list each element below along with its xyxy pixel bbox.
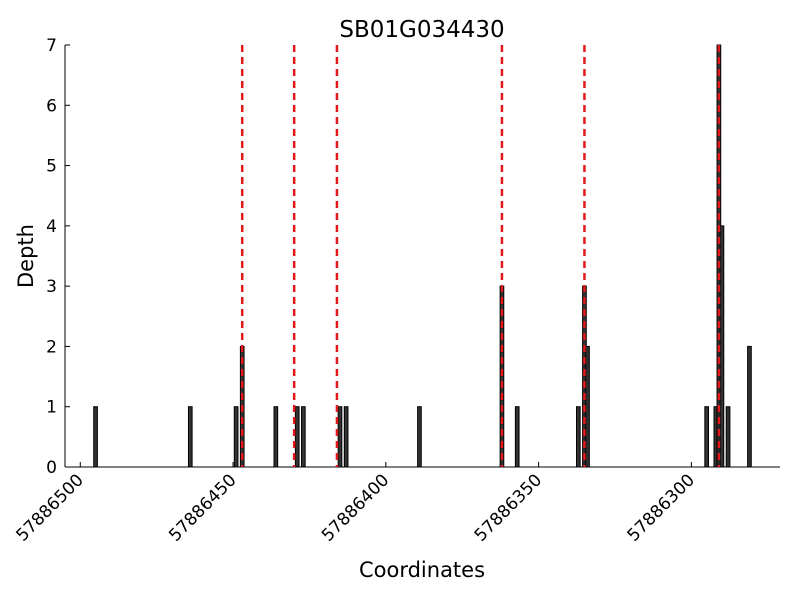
bar <box>301 406 306 468</box>
y-tick-label: 1 <box>46 398 57 418</box>
x-tick-label: 57886450 <box>165 470 240 545</box>
bar <box>417 406 422 468</box>
y-tick-label: 4 <box>46 217 57 237</box>
bar <box>233 406 239 468</box>
bar <box>93 406 98 468</box>
bar <box>725 406 731 468</box>
x-tick-label: 57886400 <box>318 470 393 545</box>
y-tick-label: 5 <box>46 157 57 177</box>
bar <box>187 406 193 468</box>
y-tick-label: 7 <box>46 36 57 56</box>
x-axis-label: Coordinates <box>359 558 485 582</box>
x-tick-label: 57886500 <box>12 470 87 545</box>
bar <box>719 225 725 468</box>
bar <box>576 406 581 468</box>
x-tick-label: 57886300 <box>624 470 699 545</box>
y-tick-label: 6 <box>46 96 57 116</box>
bar <box>514 406 520 468</box>
y-tick-label: 3 <box>46 277 57 297</box>
bar <box>343 406 349 468</box>
bar <box>747 345 752 468</box>
y-tick-label: 0 <box>46 458 57 478</box>
bar <box>273 406 279 468</box>
bar <box>337 406 343 468</box>
bar <box>704 406 709 468</box>
x-tick-label: 57886350 <box>471 470 546 545</box>
bar <box>294 406 300 468</box>
chart-title: SB01G034430 <box>339 17 504 43</box>
y-axis-label: Depth <box>14 224 38 288</box>
y-tick-label: 2 <box>46 337 57 357</box>
bar <box>585 345 590 468</box>
